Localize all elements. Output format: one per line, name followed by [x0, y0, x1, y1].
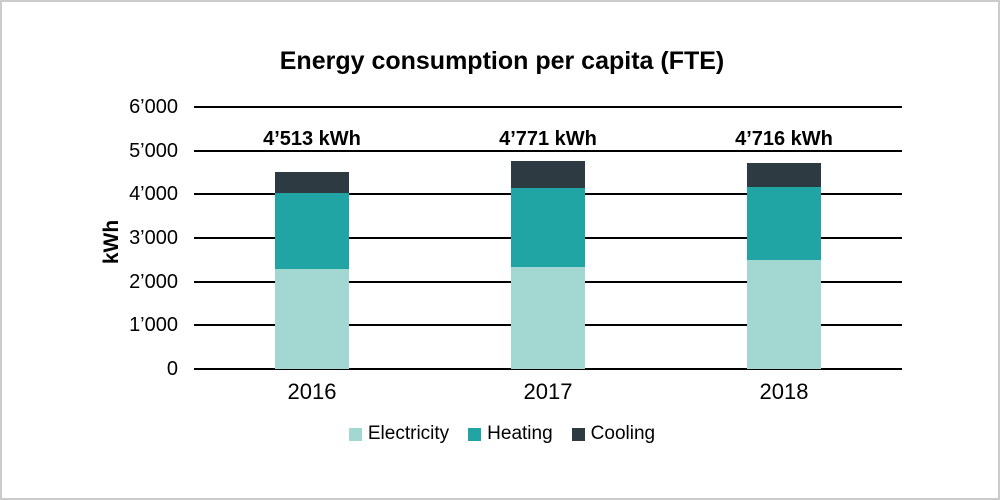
legend-label: Heating: [487, 423, 553, 444]
bar-segment-heating-2018: [747, 187, 821, 261]
bar-segment-electricity-2016: [275, 269, 349, 369]
total-label-2018: 4’716 kWh: [735, 128, 833, 150]
total-label-2016: 4’513 kWh: [263, 128, 361, 150]
gridline: [194, 368, 902, 370]
bar-segment-cooling-2018: [747, 162, 821, 188]
legend-item-heating: Heating: [468, 422, 553, 446]
bar-segment-heating-2016: [275, 192, 349, 270]
chart-title: Energy consumption per capita (FTE): [279, 47, 725, 75]
x-tick-label-2016: 2016: [287, 379, 337, 404]
bar-segment-electricity-2017: [511, 266, 585, 369]
bar-segment-cooling-2016: [275, 171, 349, 193]
y-tick-label: 3’000: [129, 226, 178, 249]
gridline: [194, 105, 902, 108]
y-tick-label: 4’000: [129, 183, 178, 206]
y-tick-label: 2’000: [129, 270, 178, 293]
electricity-swatch-icon: [348, 427, 362, 441]
y-tick-label: 6’000: [129, 95, 178, 118]
bar-segment-electricity-2018: [747, 260, 821, 369]
gridline: [194, 149, 902, 152]
total-label-2017: 4’771 kWh: [499, 128, 597, 150]
y-tick-label: 0: [166, 358, 178, 380]
bar-segment-cooling-2017: [511, 160, 585, 188]
cooling-swatch-icon: [571, 427, 585, 441]
heating-swatch-icon: [468, 427, 482, 441]
legend-item-cooling: Cooling: [571, 422, 656, 446]
y-tick-label: 1’000: [129, 314, 178, 337]
bar-segment-heating-2017: [511, 187, 585, 267]
y-tick-label: 5’000: [129, 139, 178, 162]
legend: Electricity Heating Cooling: [2, 422, 998, 446]
x-tick-label-2018: 2018: [759, 379, 809, 404]
x-tick-label-2017: 2017: [523, 379, 573, 404]
legend-item-electricity: Electricity: [348, 422, 450, 446]
legend-label: Electricity: [367, 423, 450, 444]
legend-label: Cooling: [590, 423, 656, 444]
